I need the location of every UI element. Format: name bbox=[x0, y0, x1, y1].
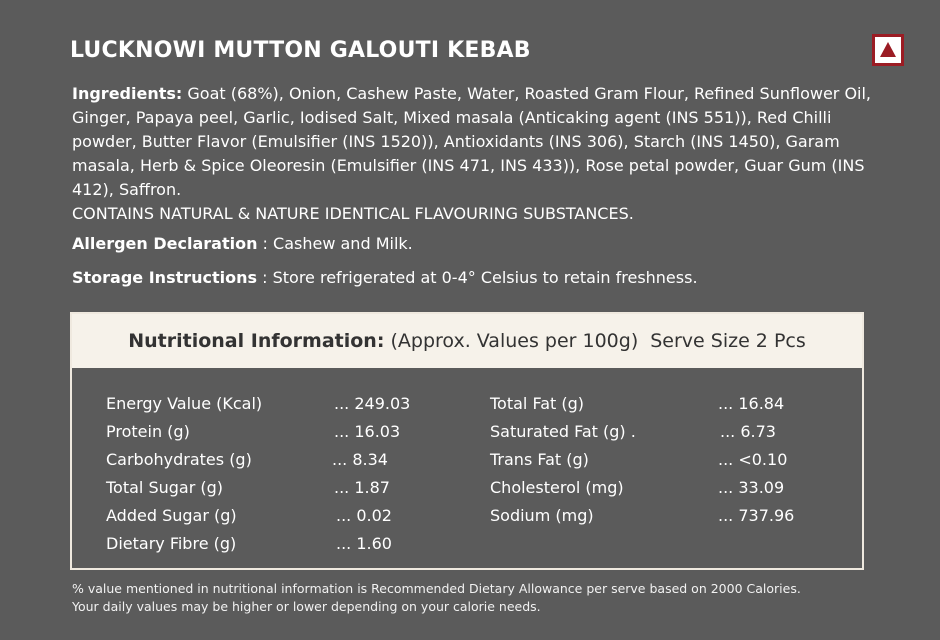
nutrition-header: Nutritional Information: (Approx. Values… bbox=[72, 314, 862, 368]
nutrient-name: Total Sugar (g) bbox=[106, 478, 224, 497]
nutrient-name: Energy Value (Kcal) bbox=[106, 394, 263, 413]
nutrient-name: Carbohydrates (g) bbox=[106, 450, 252, 469]
ingredients-text: Goat (68%), Onion, Cashew Paste, Water, … bbox=[72, 84, 872, 199]
nutrient-value: ... 249.03 bbox=[334, 394, 411, 413]
nutrient-value: ... 16.84 bbox=[718, 394, 785, 413]
nutrient-value: ... 0.02 bbox=[336, 506, 392, 525]
serve-size: Serve Size 2 Pcs bbox=[650, 330, 806, 352]
allergen-declaration: Allergen Declaration : Cashew and Milk. bbox=[72, 232, 413, 256]
nutrient-name: Protein (g) bbox=[106, 422, 190, 441]
non-veg-mark-icon bbox=[872, 34, 904, 66]
product-title: LUCKNOWI MUTTON GALOUTI KEBAB bbox=[70, 38, 531, 63]
footnote-line: % value mentioned in nutritional informa… bbox=[72, 581, 801, 596]
nutrition-footnote: % value mentioned in nutritional informa… bbox=[72, 580, 872, 616]
flavouring-statement: CONTAINS NATURAL & NATURE IDENTICAL FLAV… bbox=[72, 204, 634, 223]
nutrient-name: Saturated Fat (g) . bbox=[490, 422, 636, 441]
nutrient-value: ... 737.96 bbox=[718, 506, 795, 525]
nutrient-name: Sodium (mg) bbox=[490, 506, 594, 525]
nutrient-name: Total Fat (g) bbox=[490, 394, 584, 413]
nutrient-name: Dietary Fibre (g) bbox=[106, 534, 237, 553]
nutrient-name: Added Sugar (g) bbox=[106, 506, 237, 525]
storage-instructions: Storage Instructions : Store refrigerate… bbox=[72, 266, 698, 290]
nutrient-value: ... 6.73 bbox=[720, 422, 776, 441]
nutrient-value: ... 33.09 bbox=[718, 478, 785, 497]
ingredients-label: Ingredients: bbox=[72, 84, 183, 103]
footnote-line: Your daily values may be higher or lower… bbox=[72, 599, 541, 614]
nutrition-table: Nutritional Information: (Approx. Values… bbox=[70, 312, 864, 570]
nutrient-name: Trans Fat (g) bbox=[490, 450, 589, 469]
nutrition-basis: (Approx. Values per 100g) bbox=[390, 330, 639, 352]
nutrient-value: ... 8.34 bbox=[332, 450, 388, 469]
nutrition-heading: Nutritional Information: bbox=[128, 330, 385, 352]
storage-label: Storage Instructions bbox=[72, 268, 258, 287]
ingredients-section: Ingredients: Goat (68%), Onion, Cashew P… bbox=[72, 82, 872, 226]
nutrient-value: ... 16.03 bbox=[334, 422, 401, 441]
nutrient-value: ... 1.60 bbox=[336, 534, 392, 553]
nutrient-name: Cholesterol (mg) bbox=[490, 478, 624, 497]
allergen-label: Allergen Declaration bbox=[72, 234, 258, 253]
allergen-text: : Cashew and Milk. bbox=[257, 234, 413, 253]
nutrient-value: ... 1.87 bbox=[334, 478, 390, 497]
storage-text: : Store refrigerated at 0-4° Celsius to … bbox=[257, 268, 698, 287]
nutrient-value: ... <0.10 bbox=[718, 450, 788, 469]
